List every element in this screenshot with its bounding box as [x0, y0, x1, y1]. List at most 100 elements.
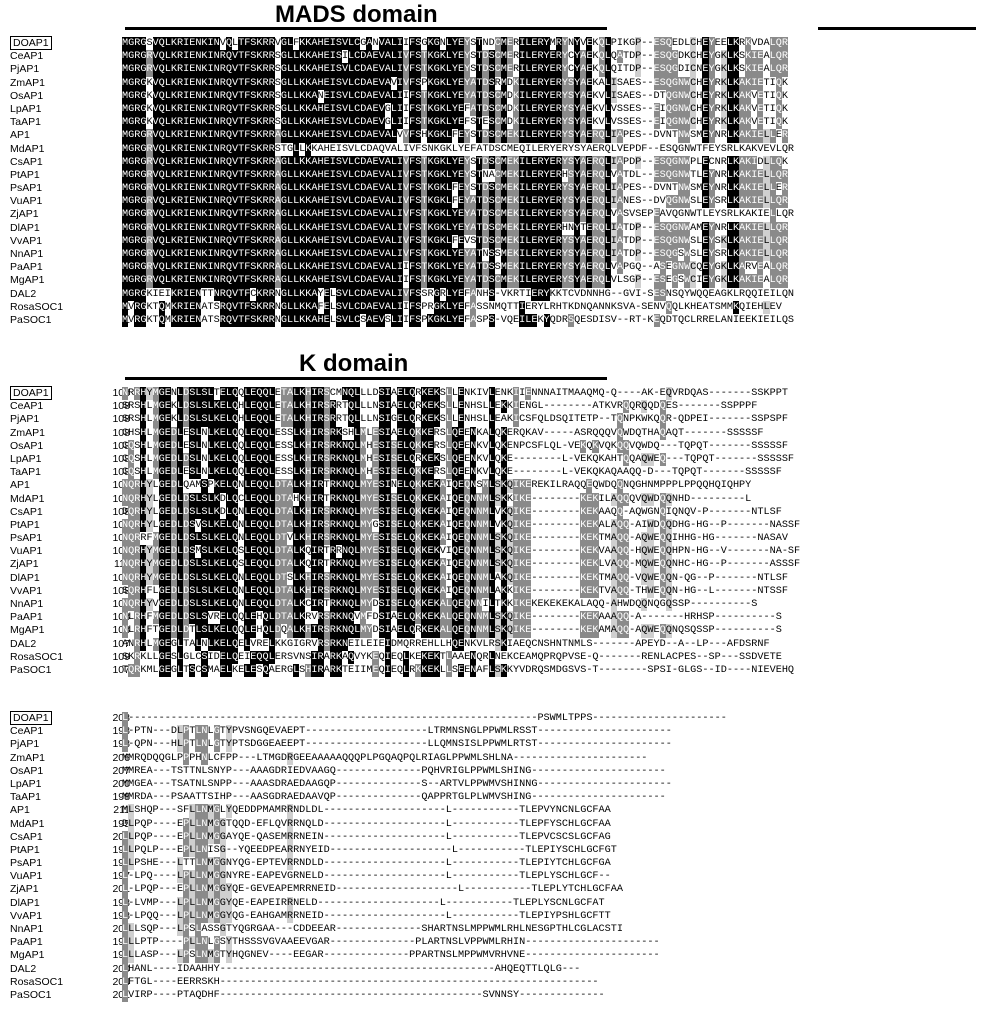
mads-domain-title: MADS domain — [275, 1, 438, 28]
start-position: 211 — [113, 804, 130, 817]
sequence: MGRGRVQLKRIENKINRQVTFSKRRAGLLKKAHEISVLCD… — [122, 261, 788, 275]
start-position: 108 — [112, 426, 130, 439]
sequence: CQSHLMGEDLESLNLKELQQLEQQLESSLKHIRSRKNQLM… — [122, 466, 782, 480]
species-name: ZjAP1 — [10, 883, 39, 896]
sequence: NLRHFMGEDLDSLSVRELQQLEHQLDTALKRVRSRKNQVM… — [122, 611, 782, 625]
species-name: TaAP1 — [10, 791, 41, 804]
species-name: PsAP1 — [10, 182, 43, 195]
sequence: LHANL----IDAAHHY------------------------… — [122, 962, 581, 976]
species-name: PtAP1 — [10, 518, 40, 531]
k-domain-title: K domain — [299, 350, 409, 377]
species-name: PjAP1 — [10, 413, 40, 426]
sequence: MGRGKVQLKRIENKINRQVTFSKRRSGLLKKANEISVLCD… — [122, 89, 788, 103]
sequence: L-LPQ----LPLLNMGGNYRE-EAPEVGRNELD-------… — [122, 870, 611, 884]
sequence: LFTGL----EERRSKH------------------------… — [122, 975, 599, 989]
species-name: DAL2 — [10, 962, 37, 975]
species-name: MdAP1 — [10, 817, 45, 830]
sequence: NQRHYLGEDLDSLSLKDLQCLEQQLDTAHKHIRTRKNQLM… — [122, 492, 752, 506]
species-name: CsAP1 — [10, 830, 43, 843]
sequence: SQRHFLGEDLDSLSLKELQNLEQQLDTALKHIRSRKNQLM… — [122, 584, 788, 599]
species-name: DAL2 — [10, 287, 37, 300]
sequence: LLLASP---LPSLNMGTYHQGNEV----EEGAR-------… — [122, 949, 660, 963]
sequence: NQRRFMGEDLDSLSLKELQNLEQQLDTVLKHIRSRKNQLM… — [122, 532, 788, 546]
sequence: TQRKMLGEGLTSCSMAELKELESQAERGLSHIRARKTEII… — [122, 663, 795, 678]
species-name: DOAP1 — [10, 711, 52, 725]
species-name: LpAP1 — [10, 452, 42, 465]
start-position: 198 — [112, 791, 130, 804]
start-position: 109 — [112, 650, 130, 663]
species-name: VuAP1 — [10, 195, 43, 208]
species-name: CeAP1 — [10, 50, 44, 63]
species-name: ZjAP1 — [10, 208, 39, 221]
mads-domain-bar — [125, 27, 607, 30]
sequence: SRSHLMGEKLDSLSLKELQHLEQQLETALKHIRSRRTQLL… — [122, 413, 788, 427]
species-name: MdAP1 — [10, 492, 45, 505]
sequence: CQSHLMGEDLDSLNLKELQQLEQQLESSLKHIRSRKNQLM… — [122, 452, 795, 467]
start-position: 195 — [112, 817, 130, 830]
species-name: OsAP1 — [10, 89, 44, 102]
sequence: CQSHLMGEDLESLNLKELQQLEQQLESSLKHIRSRKNQLM… — [122, 439, 788, 453]
species-name: ZmAP1 — [10, 76, 46, 89]
species-name: CeAP1 — [10, 400, 44, 413]
species-name: DlAP1 — [10, 896, 40, 909]
sequence: L-LPQQ---LPLLNMGGYQG-EAHGAMRRNEID-------… — [122, 909, 611, 924]
species-name: PtAP1 — [10, 168, 40, 181]
species-name: VvAP1 — [10, 234, 43, 247]
sequence: LLPSHE---LTTLNMGGNYQG-EPTEVRRNDLD-------… — [122, 857, 611, 871]
sequence: NQRHYMGEDLDSLSLKELQSLEQQLDTALKQIRTRKNQLM… — [122, 558, 801, 572]
sequence: NQRHYLGEDLDSVSLKELQNLEQQLDTALKHIRSRKNQLM… — [122, 518, 801, 533]
species-name: NnAP1 — [10, 923, 44, 935]
start-position: 206 — [112, 751, 130, 764]
mads-domain-bar-right — [818, 27, 976, 30]
sequence: MMRQDQQGLPPPHNLCFPP---LTMGDRGEEAAAAAQQQP… — [122, 751, 648, 765]
sequence: MGRGRVQLKRIENKINRQVTFSKRRAGLLKKAHEISVLCD… — [122, 274, 788, 288]
sequence: L-LPQP---EPLLNMGGYQE-GEVEAPEMRRNEID-----… — [122, 883, 623, 897]
sequence: LLLPTP----PLLNLGSYTHSSSVGVAAEEVGAR------… — [122, 936, 660, 950]
species-name: PaAP1 — [10, 261, 43, 274]
species-name: LpAP1 — [10, 102, 42, 115]
sequence: LLLSQP---LPSLASSGTYQGRGAA---CDDEEAR-----… — [122, 923, 623, 937]
start-position: 207 — [112, 764, 130, 777]
species-name: DOAP1 — [10, 36, 52, 50]
start-position: 108 — [112, 505, 130, 518]
sequence: MLSHQP---SFLLNMGLYQEDDPMAMRRNDLDL-------… — [122, 804, 611, 818]
sequence: MGRGRVQLKRIENKINRQVTFSKRRAGLLKKAHEISVLCD… — [122, 221, 788, 235]
species-name: OsAP1 — [10, 764, 44, 777]
species-name: PaSOC1 — [10, 313, 52, 326]
sequence: MGRGKVQLKRIENKINRQVTFSKRRSGLLKKAHEISVLCD… — [122, 116, 788, 130]
species-name: PaAP1 — [10, 936, 43, 949]
species-name: RosaSOC1 — [10, 300, 64, 313]
species-name: PaAP1 — [10, 611, 43, 624]
sequence: LLPQP----EPLLNMGGAYQE-QASEMRRNEIN-------… — [122, 830, 611, 844]
sequence: L-QPN---HLPTLNLGTYPTSDGGEAEEPT----------… — [122, 738, 672, 752]
sequence: MGRGRVQLKRIENKINRQVTFSKRRAGLLKKAHEISVLCD… — [122, 182, 788, 196]
sequence: ANRHLMGEGLTALNLKELQELVRELKKGIGRVRSRKNEIL… — [122, 637, 770, 651]
start-position: 107 — [112, 663, 130, 676]
sequence: MGRGRVQLKRIENKINRQVTFSKRRAGLLKKAHEISVLCD… — [122, 234, 788, 249]
sequence: MMRDA---PSAATTSIHP---AASGDRAEDAAVQP-----… — [122, 792, 666, 804]
sequence: SKRKLLGESLGLCSIDELQEIEQQLERSVNSIRARKAQVY… — [122, 650, 782, 664]
sequence: SRSHLMGEKLDSLSLKELQHLEQQLETALKHIRSRRTQLL… — [122, 400, 758, 414]
sequence: DLPQP----EPLLNMGGTQQD-EFLQVRRNQLD-------… — [122, 817, 611, 831]
sequence: MVRGKTQMKRIENATSRQVTFSKRRNGLLKKAFELSVLCD… — [122, 300, 782, 314]
species-name: CsAP1 — [10, 155, 43, 168]
species-name: MgAP1 — [10, 274, 45, 287]
sequence: NLRHFTGEDLDTLSLKELQQLEHQLDQALKHIRSRKNQLM… — [122, 624, 782, 638]
sequence: MGRGRVQLKRIENKINRQVTFSKRRAGLLKKAHEISVLCD… — [122, 155, 788, 169]
species-name: NnAP1 — [10, 598, 44, 610]
sequence: LVIRP----PTAQDHF------------------------… — [122, 988, 605, 1003]
start-position: 108 — [112, 466, 130, 479]
species-name: PtAP1 — [10, 843, 40, 856]
sequence: MGRGKVQLKRIENKINRQVTFSKRRSGLLKKAHEISVLCD… — [122, 102, 788, 117]
species-name: VvAP1 — [10, 584, 43, 597]
start-position: 107 — [112, 637, 130, 650]
sequence: MGRGRVQLKRIENKINRQVTFSKRRSGLLKKAHEISILCD… — [122, 50, 788, 64]
species-name: PaSOC1 — [10, 663, 52, 676]
sequence: NQRHYMGEDLDSMSLKELQSLEQQLDTALKQIRTRRNQLM… — [122, 545, 801, 559]
species-name: AP1 — [10, 804, 30, 817]
species-name: VuAP1 — [10, 545, 43, 558]
species-name: AP1 — [10, 479, 30, 492]
start-position: 108 — [112, 584, 130, 597]
species-name: PjAP1 — [10, 63, 40, 76]
sequence: MGRGSVQLKRIENKINVQLTFSKRRVGLFKKAHEISVLCG… — [122, 37, 788, 51]
